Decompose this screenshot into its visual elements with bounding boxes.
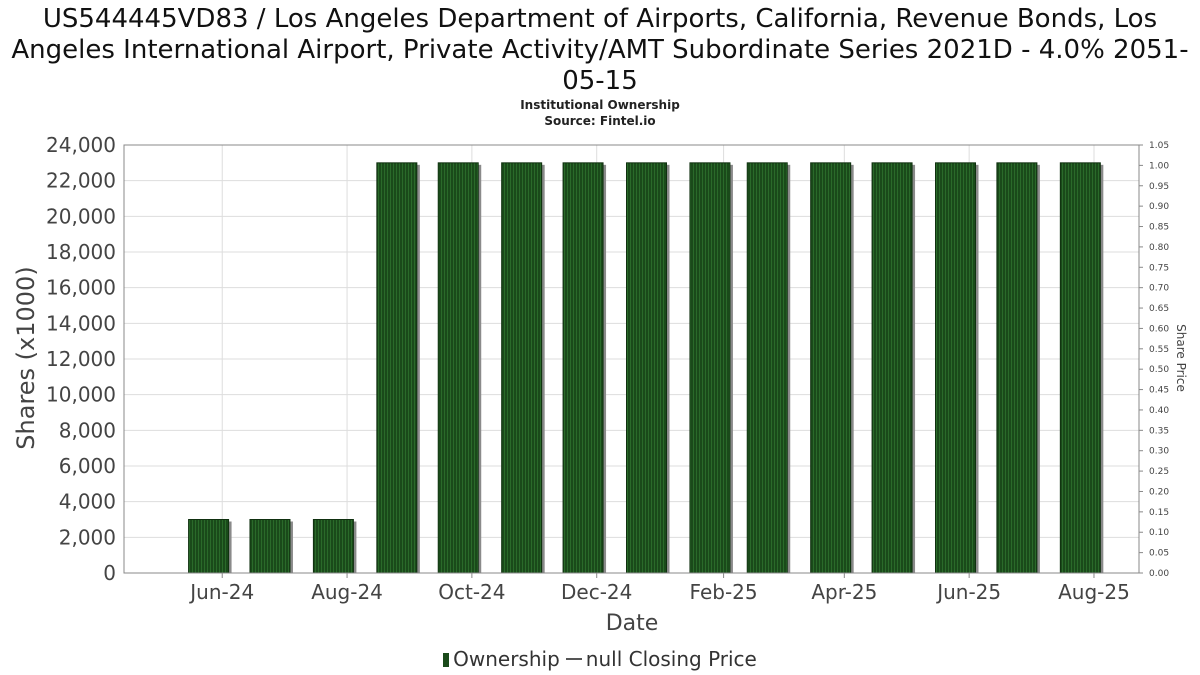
y2-tick-label: 0.55 xyxy=(1149,345,1169,355)
y-tick-label: 22,000 xyxy=(46,169,116,193)
y2-tick-label: 0.20 xyxy=(1149,487,1169,497)
ownership-bar xyxy=(746,162,788,574)
y2-tick-label: 0.40 xyxy=(1149,406,1169,416)
x-tick-label: Jun-25 xyxy=(935,580,1001,604)
y2-tick-label: 0.85 xyxy=(1149,223,1169,233)
y2-tick-label: 0.30 xyxy=(1149,447,1169,457)
y-tick-label: 6,000 xyxy=(59,454,116,478)
plot-frame xyxy=(123,144,1140,574)
y-tick-label: 2,000 xyxy=(59,525,116,549)
ownership-swatch-icon xyxy=(443,653,450,667)
ownership-bar xyxy=(562,162,604,574)
y2-tick-label: 0.80 xyxy=(1149,243,1169,253)
y2-tick-label: 0.95 xyxy=(1149,182,1169,192)
y2-tick-label: 0.65 xyxy=(1149,304,1169,314)
bar-series-ownership xyxy=(188,162,1104,574)
legend-closing-price: null Closing Price xyxy=(585,647,757,671)
y2-tick-label: 0.35 xyxy=(1149,426,1169,436)
x-tick-label: Aug-25 xyxy=(1058,580,1130,604)
ownership-bar xyxy=(689,162,731,574)
legend-ownership: Ownership xyxy=(453,647,560,671)
axes: 0 2,000 4,000 6,000 8,000 10,000 12,000 14,000 1… xyxy=(46,133,1169,604)
chart-title-block: US544445VD83 / Los Angeles Department of… xyxy=(0,4,1200,129)
ownership-bar xyxy=(996,162,1038,574)
x-tick-label: Dec-24 xyxy=(561,580,632,604)
ownership-bar xyxy=(935,162,977,574)
y-tick-label: 12,000 xyxy=(46,347,116,371)
y2-tick-label: 0.60 xyxy=(1149,324,1169,334)
ownership-bar xyxy=(871,162,913,574)
y2-tick-label: 0.00 xyxy=(1149,569,1169,579)
y2-tick-label: 0.15 xyxy=(1149,508,1169,518)
ownership-bar xyxy=(249,519,291,574)
ownership-bar xyxy=(437,162,479,574)
y2-tick-label: 1.00 xyxy=(1149,161,1169,171)
y2-tick-label: 0.25 xyxy=(1149,467,1169,477)
y-tick-label: 8,000 xyxy=(59,418,116,442)
y-tick-label: 10,000 xyxy=(46,383,116,407)
y2-tick-label: 0.90 xyxy=(1149,202,1169,212)
ownership-bar xyxy=(1059,162,1101,574)
ownership-bar xyxy=(188,519,230,574)
y-tick-label: 18,000 xyxy=(46,240,116,264)
y2-axis-label: Share Price xyxy=(1174,324,1188,392)
x-tick-label: Apr-25 xyxy=(811,580,877,604)
y-tick-label: 24,000 xyxy=(46,133,116,157)
x-tick-label: Feb-25 xyxy=(690,580,758,604)
y-tick-label: 16,000 xyxy=(46,276,116,300)
y2-tick-label: 0.75 xyxy=(1149,263,1169,273)
y2-tick-label: 0.50 xyxy=(1149,365,1169,375)
y-tick-label: 14,000 xyxy=(46,311,116,335)
ownership-bar xyxy=(501,162,543,574)
chart-title: US544445VD83 / Los Angeles Department of… xyxy=(11,4,1189,96)
ownership-bar xyxy=(312,519,354,574)
chart-legend: Ownership null Closing Price xyxy=(0,647,1200,671)
closing-price-line-icon xyxy=(565,658,582,660)
x-tick-label: Oct-24 xyxy=(438,580,505,604)
y2-tick-label: 0.05 xyxy=(1149,549,1169,559)
chart-source: Source: Fintel.io xyxy=(544,114,656,128)
y-tick-label: 4,000 xyxy=(59,490,116,514)
x-tick-label: Jun-24 xyxy=(188,580,254,604)
chart-subtitle: Institutional Ownership xyxy=(520,98,680,112)
y2-tick-label: 0.45 xyxy=(1149,386,1169,396)
y-tick-label: 0 xyxy=(103,561,116,585)
y2-tick-label: 0.70 xyxy=(1149,284,1169,294)
ownership-bar xyxy=(810,162,852,574)
ownership-bar xyxy=(376,162,418,574)
y-tick-label: 20,000 xyxy=(46,204,116,228)
x-tick-label: Aug-24 xyxy=(311,580,383,604)
ownership-bar xyxy=(626,162,667,574)
y-axis-label: Shares (x1000) xyxy=(12,266,40,449)
y2-tick-label: 1.05 xyxy=(1149,141,1169,151)
y2-tick-label: 0.10 xyxy=(1149,528,1169,538)
x-axis-label: Date xyxy=(606,611,659,636)
